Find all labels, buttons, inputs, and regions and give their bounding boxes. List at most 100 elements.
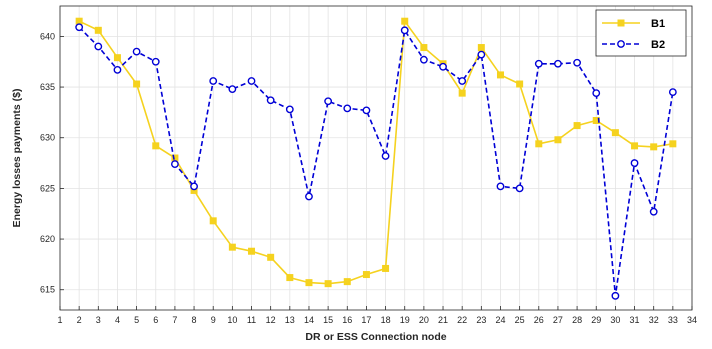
data-point-b2 [439,62,447,71]
data-point-b1 [267,253,275,261]
x-tick-label: 34 [687,315,697,325]
x-tick-label: 3 [96,315,101,325]
data-point-b2 [247,77,256,85]
x-tick-label: 27 [553,315,563,325]
plot-area [60,6,692,310]
data-point-b2 [496,182,505,191]
x-tick-label: 13 [285,315,295,325]
data-point-b2 [419,55,428,64]
data-point-b2 [190,182,198,191]
legend-marker-point [617,19,625,27]
x-tick-label: 31 [630,315,640,325]
x-tick-label: 14 [304,315,314,325]
x-tick-label: 30 [610,315,620,325]
x-tick-label: 16 [342,315,352,325]
ticks: 1 2 3 4 5 6 7 8 9 10 11 12 13 14 15 16 17 18 19 20 21 22 23 24 2… [40,31,697,325]
x-tick-label: 4 [115,315,120,325]
data-point-b1 [343,278,351,286]
data-point-b2 [381,152,390,160]
data-point-b2 [573,58,581,67]
y-tick-label: 615 [40,285,55,295]
x-tick-label: 2 [77,315,82,325]
x-tick-label: 33 [668,315,678,325]
data-point-b1 [382,264,390,272]
data-point-b1 [362,271,370,279]
data-point-b1 [152,142,160,150]
legend: B1 B2 [595,9,687,57]
legend-marker-b1 [617,19,625,27]
x-tick-label: 32 [649,315,659,325]
x-tick-label: 9 [211,315,216,325]
data-point-b1 [401,17,409,25]
x-tick-label: 10 [227,315,237,325]
data-point-b1 [75,17,83,25]
data-point-b2 [630,159,639,167]
legend-box [595,9,687,57]
x-axis-label: DR or ESS Connection node [305,331,446,343]
grid [59,6,693,310]
data-point-b2 [515,184,524,193]
data-point-b1 [631,142,639,150]
data-point-b2 [592,89,601,98]
data-point-b1 [669,140,677,148]
data-point-b2 [305,192,313,201]
x-tick-label: 11 [247,315,256,325]
legend-label-b1: B1 [651,18,665,30]
x-tick-label: 25 [515,315,525,325]
data-point-b1 [477,44,485,52]
x-tick-label: 26 [534,315,544,325]
y-axis-label: Energy losses payments ($) [11,89,23,228]
series-layer [75,17,677,300]
data-point-b2 [209,77,218,85]
data-point-b1 [535,140,543,148]
data-point-b1 [248,247,256,255]
legend-marker-point [617,40,625,48]
x-tick-label: 6 [153,315,158,325]
x-tick-label: 21 [438,315,448,325]
data-point-b2 [324,97,333,106]
data-point-b2 [266,96,275,105]
data-point-b1 [458,89,466,97]
data-point-b2 [132,47,141,56]
data-point-b2 [228,85,237,93]
data-point-b2 [554,59,562,68]
data-point-b2 [477,50,486,59]
data-point-b2 [75,23,84,32]
x-tick-label: 15 [323,315,333,325]
data-point-b1 [516,80,524,88]
data-point-b1 [228,243,236,251]
x-tick-label: 5 [134,315,139,325]
data-point-b1 [554,136,562,144]
data-point-b2 [400,26,409,35]
data-point-b1 [133,80,141,88]
y-tick-label: 625 [40,183,55,193]
data-point-b2 [668,88,677,97]
y-tick-label: 620 [40,234,55,244]
data-point-b1 [305,279,313,287]
data-point-b1 [420,44,428,52]
data-point-b1 [650,143,658,151]
data-point-b2 [362,106,371,115]
data-point-b1 [209,217,217,225]
data-point-b1 [324,280,332,288]
legend-marker-b2 [617,40,625,48]
x-tick-label: 19 [400,315,410,325]
x-tick-label: 8 [192,315,197,325]
y-tick-label: 635 [40,82,55,92]
x-tick-label: 23 [476,315,486,325]
x-tick-label: 7 [172,315,177,325]
x-tick-label: 18 [381,315,391,325]
y-tick-label: 630 [40,133,55,143]
data-point-b2 [113,65,122,74]
data-point-b2 [171,160,179,168]
x-tick-label: 1 [57,315,62,325]
x-tick-label: 12 [266,315,276,325]
x-tick-label: 17 [361,315,371,325]
data-point-b2 [285,105,294,114]
data-point-b1 [573,122,581,130]
data-point-b2 [94,42,103,51]
legend-label-b2: B2 [651,39,665,51]
x-tick-label: 28 [572,315,582,325]
data-point-b2 [534,59,543,68]
